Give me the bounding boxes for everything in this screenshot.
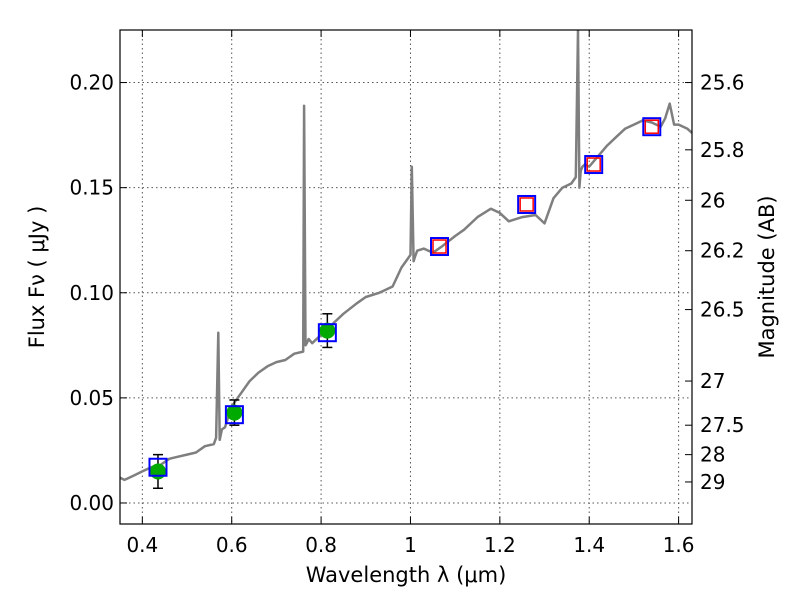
right-axis-label: Magnitude (AB) (755, 195, 779, 358)
photometry-point (149, 463, 166, 480)
upper-limit-marker (644, 119, 660, 134)
right-tick-label: 27.5 (700, 413, 745, 437)
x-axis-label: Wavelength λ (μm) (306, 563, 507, 587)
model-photometry-marker (430, 237, 450, 257)
sed-model-line (120, 30, 692, 482)
model-photometry-marker (317, 323, 337, 343)
right-tick-label: 25.8 (700, 138, 745, 162)
y-axis-label: Flux Fν ( μJy ) (25, 206, 49, 349)
x-tick-label: 1.2 (484, 533, 516, 557)
upper-limit-marker (586, 157, 601, 172)
model-photometry-marker (224, 405, 244, 425)
right-tick-label: 26.5 (700, 298, 745, 322)
plot-area (120, 30, 692, 490)
y-tick-label: 0.20 (69, 71, 114, 95)
right-tick-label: 26.2 (700, 239, 745, 263)
right-tick-label: 28 (700, 443, 725, 467)
y-tick-label: 0.15 (69, 176, 114, 200)
x-tick-label: 1.4 (573, 533, 605, 557)
grid (120, 30, 692, 524)
upper-limit-marker (432, 239, 447, 254)
x-tick-label: 1.6 (663, 533, 695, 557)
x-tick-label: 0.8 (305, 533, 337, 557)
photometry-point (226, 404, 243, 421)
y-tick-label: 0.00 (69, 491, 114, 515)
model-photometry-marker (517, 194, 537, 214)
y-tick-label: 0.10 (69, 281, 114, 305)
right-tick-label: 29 (700, 470, 725, 494)
x-tick-label: 0.4 (126, 533, 158, 557)
upper-limit-marker (519, 197, 534, 212)
axes: 0.4 0.6 0.8 1 1.2 1.4 1.6 0.00 0.05 0.10 0.15 0.20 2… (69, 30, 745, 557)
model-photometry-marker (642, 117, 662, 137)
y-tick-label: 0.05 (69, 386, 114, 410)
plot-frame (119, 29, 693, 525)
right-tick-label: 25.6 (700, 71, 745, 95)
x-tick-label: 1 (404, 533, 417, 557)
x-tick-label: 0.6 (216, 533, 248, 557)
right-tick-label: 27 (700, 369, 725, 393)
right-tick-label: 26 (700, 188, 725, 212)
photometry-point (319, 322, 336, 339)
model-photometry-marker (148, 457, 168, 477)
model-photometry-marker (584, 155, 604, 175)
